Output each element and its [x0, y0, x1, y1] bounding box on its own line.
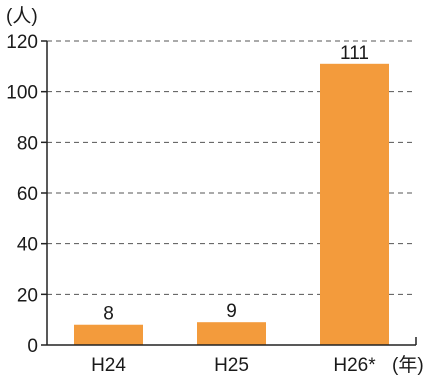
- y-tick-label: 100: [6, 83, 38, 104]
- bars: [74, 63, 389, 346]
- y-tick-label: 0: [27, 336, 38, 357]
- y-tick-label: 120: [6, 32, 38, 53]
- data-label: 111: [340, 43, 369, 64]
- y-tick-label: 60: [17, 184, 38, 205]
- data-label: 8: [103, 304, 114, 325]
- labels: (人) (年) 0 20 40 60 80 100 120 8 H24 9 H25 111 H26*: [6, 5, 424, 376]
- bar: [197, 322, 266, 345]
- x-tick-label: H24: [91, 355, 126, 376]
- axes: [41, 40, 417, 346]
- y-axis-unit: (人): [6, 5, 38, 27]
- y-tick-label: 80: [17, 133, 38, 154]
- x-axis-unit: (年): [392, 354, 424, 376]
- y-tick-label: 20: [17, 285, 38, 306]
- bar: [74, 324, 143, 345]
- y-tick-label: 40: [17, 235, 38, 256]
- x-tick-label: H26*: [333, 355, 376, 376]
- bar: [320, 63, 389, 346]
- data-label: 9: [226, 301, 237, 322]
- x-tick-label: H25: [214, 355, 249, 376]
